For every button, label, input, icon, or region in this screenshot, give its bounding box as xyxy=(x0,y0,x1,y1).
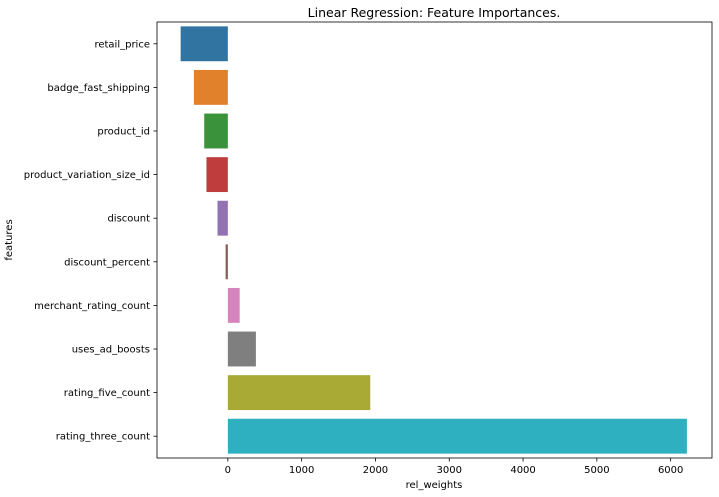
bar-uses-ad-boosts xyxy=(227,331,256,367)
x-tick-label: 6000 xyxy=(658,465,683,476)
bar-retail-price xyxy=(180,26,228,62)
bar-badge-fast-shipping xyxy=(193,69,228,105)
x-tick-label: 0 xyxy=(225,465,231,476)
x-tick-label: 3000 xyxy=(437,465,462,476)
y-tick-label: rating_five_count xyxy=(64,388,150,399)
y-tick-label: retail_price xyxy=(94,39,150,50)
x-tick-label: 4000 xyxy=(510,465,535,476)
y-tick-label: uses_ad_boosts xyxy=(72,345,150,356)
bar-rating-three-count xyxy=(227,418,687,454)
y-tick-label: product_id xyxy=(97,127,150,138)
x-tick-layer: 0 1000 2000 3000 4000 5000 6000 xyxy=(225,458,683,476)
y-tick-label: discount xyxy=(107,214,150,225)
bar-product-id xyxy=(204,113,228,149)
x-tick-label: 2000 xyxy=(363,465,388,476)
bar-rating-five-count xyxy=(227,375,371,411)
y-tick-label: rating_three_count xyxy=(56,432,150,443)
y-tick-label: discount_percent xyxy=(64,257,150,268)
y-tick-label: product_variation_size_id xyxy=(24,170,150,181)
chart-title: Linear Regression: Feature Importances. xyxy=(308,5,561,20)
x-tick-label: 5000 xyxy=(584,465,609,476)
y-axis-label: features xyxy=(4,219,15,260)
y-tick-label: badge_fast_shipping xyxy=(47,83,150,94)
bar-product-variation-size-id xyxy=(206,157,228,193)
x-axis-label: rel_weights xyxy=(406,480,463,491)
x-tick-label: 1000 xyxy=(289,465,314,476)
bar-discount xyxy=(217,200,228,236)
bar-merchant-rating-count xyxy=(227,287,240,323)
bars-layer xyxy=(180,26,687,454)
y-tick-label: merchant_rating_count xyxy=(34,301,150,312)
plot-frame xyxy=(156,21,713,459)
bar-discount-percent xyxy=(225,244,228,280)
y-tick-layer: retail_price badge_fast_shipping product_i… xyxy=(24,39,157,443)
